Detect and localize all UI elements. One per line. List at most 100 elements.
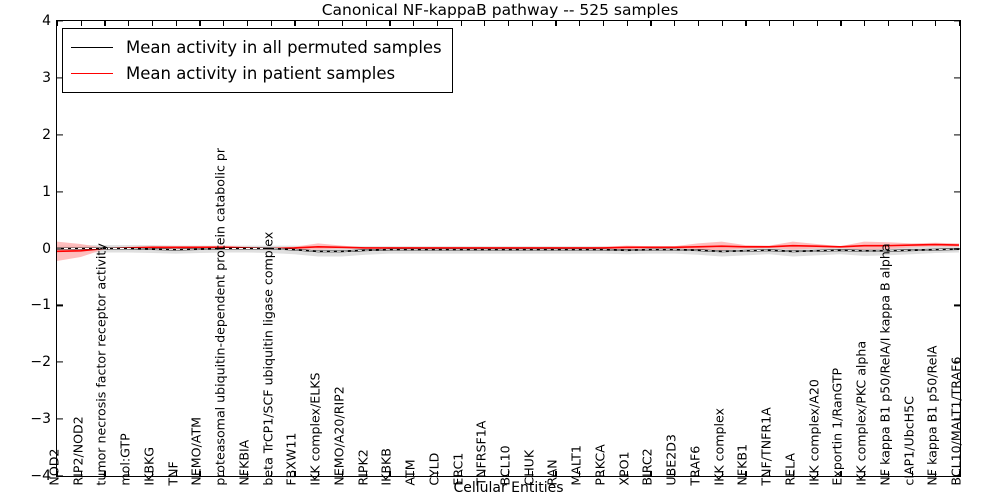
x-tick-label: NFKBIA — [236, 439, 252, 486]
x-tick-mark — [80, 21, 82, 26]
x-tick-mark — [792, 471, 795, 476]
y-tick-mark — [57, 247, 63, 250]
y-tick-mark — [57, 191, 63, 193]
x-tick-mark — [246, 471, 249, 476]
plot-area — [57, 21, 960, 476]
x-tick-label: beta TrCP1/SCF ubiquitin ligase complex — [260, 231, 276, 486]
x-tick-mark — [911, 471, 913, 476]
x-tick-label: NEMO/A20/RIP2 — [331, 386, 347, 486]
x-tick-label: UBE2D3 — [663, 434, 679, 486]
x-tick-label: NF kappa B1 p50/RelA/I kappa B alpha — [877, 243, 893, 486]
x-tick-label: mol:GTP — [117, 433, 133, 486]
x-tick-mark — [413, 21, 415, 26]
x-tick-mark — [294, 471, 296, 476]
x-tick-mark — [697, 21, 700, 26]
x-tick-mark — [697, 471, 700, 476]
y-tick-mark — [57, 418, 63, 420]
x-tick-mark — [104, 21, 106, 26]
y-tick-mark — [954, 418, 960, 420]
x-tick-mark — [602, 21, 605, 26]
x-tick-label: RIP2/NOD2 — [70, 416, 86, 486]
y-tick-label: 0 — [42, 240, 51, 257]
x-tick-mark — [508, 21, 510, 26]
x-tick-mark — [341, 471, 344, 476]
x-tick-mark — [436, 21, 438, 26]
y-tick-mark — [954, 475, 960, 477]
x-tick-mark — [128, 21, 130, 26]
x-tick-mark — [199, 471, 201, 476]
x-tick-mark — [650, 471, 652, 476]
legend-swatch-patient — [71, 72, 113, 74]
y-tick-mark — [57, 77, 63, 79]
y-tick-label: 2 — [42, 126, 51, 143]
x-tick-mark — [602, 471, 605, 476]
series-plot — [57, 241, 960, 262]
x-tick-mark — [223, 21, 225, 26]
x-tick-mark — [389, 21, 391, 26]
y-tick-mark — [954, 247, 960, 250]
x-tick-mark — [959, 21, 961, 26]
x-tick-mark — [199, 21, 201, 26]
x-tick-mark — [935, 471, 937, 476]
legend-entry-patient: Mean activity in patient samples — [71, 60, 442, 86]
x-tick-mark — [674, 471, 676, 476]
x-tick-mark — [413, 471, 415, 476]
x-tick-mark — [318, 21, 320, 26]
x-tick-mark — [270, 21, 272, 26]
x-tick-mark — [911, 21, 913, 26]
x-tick-label: TNF/TNFR1A — [758, 407, 774, 486]
y-tick-mark — [57, 134, 63, 136]
x-tick-mark — [246, 21, 249, 26]
x-tick-mark — [151, 471, 154, 476]
x-tick-label: proteasomal ubiquitin-dependent protein … — [212, 147, 228, 486]
x-tick-mark — [887, 471, 889, 476]
y-tick-label: −3 — [30, 411, 51, 428]
x-tick-mark — [484, 21, 486, 26]
x-tick-mark — [294, 21, 296, 26]
legend-entry-permuted: Mean activity in all permuted samples — [71, 34, 442, 60]
y-tick-label: −2 — [30, 354, 51, 371]
plot-axes: 4 3 2 1 0 −1 −2 −3 −4 — [30, 13, 961, 484]
x-tick-mark — [721, 21, 723, 26]
x-tick-mark — [959, 471, 961, 476]
x-tick-mark — [769, 471, 771, 476]
x-tick-mark — [175, 471, 177, 476]
x-tick-mark — [508, 471, 510, 476]
x-tick-mark — [674, 21, 676, 26]
chart-legend: Mean activity in all permuted samples Me… — [62, 28, 453, 93]
x-tick-mark — [436, 471, 438, 476]
x-tick-mark — [650, 21, 652, 26]
x-tick-mark — [816, 21, 818, 26]
x-tick-mark — [531, 21, 533, 26]
x-tick-mark — [626, 471, 628, 476]
x-tick-label: IKK complex/ELKS — [307, 372, 323, 486]
x-tick-mark — [626, 21, 628, 26]
x-tick-mark — [745, 471, 747, 476]
x-tick-mark — [341, 21, 344, 26]
y-tick-label: 3 — [42, 69, 51, 86]
x-tick-label: IKK complex/PKC alpha — [853, 340, 869, 486]
x-axis-label: Cellular Entities — [453, 480, 564, 496]
y-tick-mark — [954, 77, 960, 79]
x-tick-mark — [887, 21, 889, 26]
chart-title: Canonical NF-kappaB pathway -- 525 sampl… — [321, 1, 679, 19]
x-tick-mark — [745, 21, 747, 26]
x-tick-mark — [270, 471, 272, 476]
x-tick-mark — [460, 21, 462, 26]
x-tick-label: FBXW11 — [283, 432, 299, 486]
x-tick-mark — [864, 21, 866, 26]
x-tick-mark — [365, 471, 367, 476]
legend-label-patient: Mean activity in patient samples — [126, 63, 396, 83]
x-tick-mark — [57, 471, 59, 476]
x-tick-mark — [555, 471, 557, 476]
x-tick-label: BCL10/MALT1/TRAF6 — [948, 356, 964, 486]
x-tick-mark — [151, 21, 154, 26]
x-tick-mark — [840, 471, 842, 476]
y-tick-mark — [57, 475, 63, 477]
y-tick-mark — [954, 134, 960, 136]
x-tick-label: TNFRSF1A — [473, 420, 489, 486]
legend-swatch-permuted — [71, 46, 113, 48]
x-tick-mark — [816, 471, 818, 476]
y-tick-label: −1 — [30, 297, 51, 314]
